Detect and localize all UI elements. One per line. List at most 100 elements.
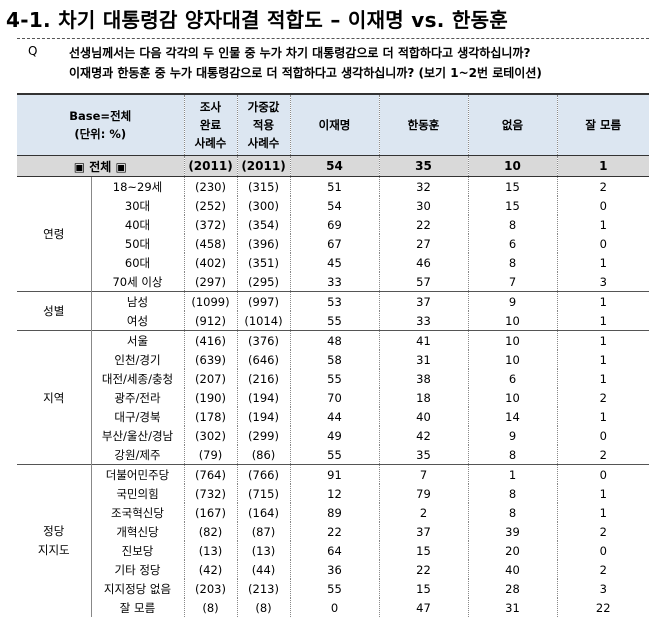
row-label: 서울 [90, 330, 184, 350]
row-han: 2 [378, 503, 468, 522]
row-n-weighted: (295) [236, 272, 290, 292]
row-n-weighted: (213) [236, 579, 290, 598]
row-han: 38 [378, 369, 468, 388]
row-lee: 58 [289, 350, 379, 369]
table-row: 기타 정당 (42) (44) 36 22 40 2 [17, 560, 649, 579]
row-none: 8 [467, 503, 557, 522]
row-n-completed: (302) [183, 426, 237, 445]
table-row: 성별 남성 (1099) (997) 53 37 9 1 [17, 291, 649, 331]
row-dont-know: 1 [556, 503, 649, 522]
row-label: 부산/울산/경남 [90, 426, 184, 445]
row-dont-know: 0 [556, 464, 649, 484]
row-none: 10 [467, 311, 557, 331]
row-n-weighted: (194) [236, 407, 290, 426]
row-label: 여성 [90, 311, 184, 331]
row-han: 46 [378, 253, 468, 272]
row-label: 강원/제주 [90, 445, 184, 465]
row-dont-know: 2 [556, 388, 649, 407]
row-lee: 91 [289, 464, 379, 484]
row-label: 조국혁신당 [90, 503, 184, 522]
table-row: 30대 (252) (300) 54 30 15 0 [17, 196, 649, 215]
row-lee: 0 [289, 598, 379, 617]
row-dont-know: 3 [556, 272, 649, 292]
row-label: 잘 모름 [90, 598, 184, 617]
group-label: 정당 지지도 [17, 464, 91, 617]
header-dont-know: 잘 모름 [556, 93, 649, 156]
row-none: 1 [467, 464, 557, 484]
row-n-completed: (912) [183, 311, 237, 331]
row-n-weighted: (87) [236, 522, 290, 541]
row-han: 22 [378, 215, 468, 234]
row-lee: 69 [289, 215, 379, 234]
group-label: 성별 [17, 291, 91, 331]
row-label: 18~29세 [90, 176, 184, 196]
row-n-completed: (230) [183, 176, 237, 196]
row-n-weighted: (646) [236, 350, 290, 369]
row-none: 8 [467, 253, 557, 272]
total-n2: (2011) [236, 155, 290, 177]
row-n-completed: (732) [183, 484, 237, 503]
row-lee: 55 [289, 311, 379, 331]
row-none: 10 [467, 350, 557, 369]
header-completed-line: 완료 [199, 118, 222, 132]
row-n-weighted: (13) [236, 541, 290, 560]
table-row: 대전/세종/충청 (207) (216) 55 38 6 1 [17, 369, 649, 388]
row-label: 대전/세종/충청 [90, 369, 184, 388]
row-n-weighted: (715) [236, 484, 290, 503]
question-mark: Q [28, 44, 38, 58]
row-n-completed: (167) [183, 503, 237, 522]
row-n-completed: (79) [183, 445, 237, 465]
row-label: 개혁신당 [90, 522, 184, 541]
row-dont-know: 1 [556, 330, 649, 350]
row-n-completed: (252) [183, 196, 237, 215]
row-label: 60대 [90, 253, 184, 272]
row-none: 8 [467, 215, 557, 234]
row-dont-know: 1 [556, 253, 649, 272]
table-row: 대구/경북 (178) (194) 44 40 14 1 [17, 407, 649, 426]
table-row: 지역 서울 (416) (376) 48 41 10 1 [17, 330, 649, 465]
row-dont-know: 1 [556, 369, 649, 388]
row-n-completed: (190) [183, 388, 237, 407]
row-n-completed: (207) [183, 369, 237, 388]
table-row: 70세 이상 (297) (295) 33 57 7 3 [17, 272, 649, 292]
row-han: 41 [378, 330, 468, 350]
row-lee: 55 [289, 369, 379, 388]
row-lee: 33 [289, 272, 379, 292]
table-row: 진보당 (13) (13) 64 15 20 0 [17, 541, 649, 560]
row-han: 22 [378, 560, 468, 579]
group-label: 연령 [43, 227, 65, 241]
total-row: ▣ 전체 ▣ (2011) (2011) 54 35 10 1 [17, 155, 649, 177]
divider [17, 38, 649, 39]
header-none: 없음 [467, 93, 557, 156]
row-n-weighted: (376) [236, 330, 290, 350]
row-n-weighted: (44) [236, 560, 290, 579]
row-lee: 64 [289, 541, 379, 560]
row-n-weighted: (300) [236, 196, 290, 215]
row-lee: 70 [289, 388, 379, 407]
row-dont-know: 2 [556, 522, 649, 541]
row-none: 39 [467, 522, 557, 541]
row-none: 28 [467, 579, 557, 598]
header-row: Base=전체 (단위: %) 조사 완료 사례수 가중값 적용 사례수 이재명… [17, 93, 649, 156]
row-dont-know: 22 [556, 598, 649, 617]
row-n-completed: (82) [183, 522, 237, 541]
header-unit-label: (단위: %) [74, 127, 127, 141]
table-row: 여성 (912) (1014) 55 33 10 1 [17, 311, 649, 331]
row-label: 50대 [90, 234, 184, 253]
row-label: 지지정당 없음 [90, 579, 184, 598]
table-row: 정당 지지도 더불어민주당 (764) (766) 91 7 1 0 [17, 464, 649, 617]
row-n-weighted: (351) [236, 253, 290, 272]
row-dont-know: 1 [556, 311, 649, 331]
row-lee: 53 [289, 291, 379, 311]
header-weighted-line: 사례수 [247, 136, 280, 150]
row-lee: 54 [289, 196, 379, 215]
row-han: 31 [378, 350, 468, 369]
header-completed-line: 사례수 [194, 136, 227, 150]
total-none: 10 [467, 155, 557, 177]
row-none: 20 [467, 541, 557, 560]
row-lee: 44 [289, 407, 379, 426]
header-completed-line: 조사 [199, 100, 222, 114]
row-han: 37 [378, 291, 468, 311]
row-label: 인천/경기 [90, 350, 184, 369]
header-completed: 조사 완료 사례수 [183, 93, 237, 156]
